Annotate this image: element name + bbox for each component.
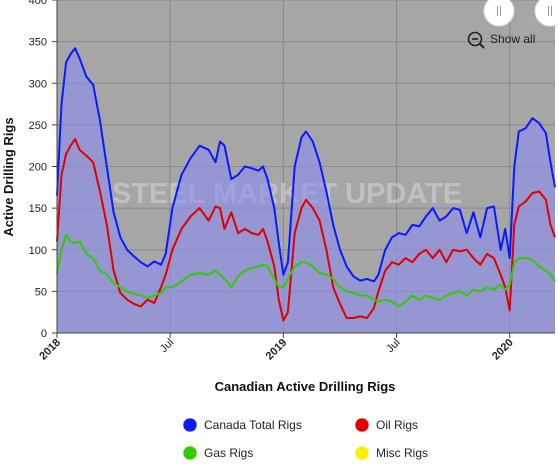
x-tick-label: 2020 — [490, 337, 516, 363]
scroll-handle-1 — [534, 0, 558, 27]
y-tick-label: 400 — [29, 0, 47, 7]
show-all-label: Show all — [490, 32, 535, 46]
x-tick-label: Jul — [384, 337, 402, 355]
y-tick-label: 200 — [29, 162, 47, 174]
series-line-2 — [56, 233, 556, 308]
watermark: STEEL MARKET UPDATE — [112, 178, 462, 210]
legend-marker — [182, 445, 198, 461]
y-axis-title: Active Drilling Rigs — [1, 117, 16, 236]
y-tick-label: 250 — [29, 120, 47, 132]
legend-label: Gas Rigs — [204, 446, 253, 460]
series-area-0 — [57, 48, 555, 334]
series-layer — [56, 47, 556, 334]
legend-label: Misc Rigs — [376, 446, 428, 460]
y-axis: 0 50 100 150 200 250 300 350 400 — [29, 0, 57, 340]
zoom-out-icon-handle — [479, 43, 485, 49]
show-all-button[interactable]: Show all — [467, 31, 536, 49]
y-tick-label: 150 — [29, 203, 47, 215]
x-tick-label: 2018 — [37, 337, 63, 363]
legend-marker — [354, 417, 370, 433]
series-line-0 — [56, 47, 556, 283]
zoom-out-icon — [467, 31, 483, 47]
y-tick-label: 100 — [29, 245, 47, 257]
series-line-1 — [56, 138, 556, 322]
scroll-handle-0 — [483, 0, 515, 27]
y-tick-label: 300 — [29, 78, 47, 90]
y-tick-label: 0 — [41, 328, 47, 340]
legend-marker — [354, 445, 370, 461]
legend-marker — [182, 417, 198, 433]
zoom-scroll-handles[interactable] — [483, 0, 558, 27]
x-axis-title: Canadian Active Drilling Rigs — [215, 379, 396, 394]
legend: Canada Total Rigs Oil Rigs Gas Rigs Misc Ri… — [182, 417, 428, 461]
legend-label: Canada Total Rigs — [204, 418, 302, 432]
x-tick-label: 2019 — [264, 337, 290, 363]
legend-label: Oil Rigs — [376, 418, 418, 432]
y-tick-label: 350 — [29, 37, 47, 49]
x-tick-label: Jul — [158, 337, 176, 355]
y-tick-label: 50 — [35, 286, 47, 298]
